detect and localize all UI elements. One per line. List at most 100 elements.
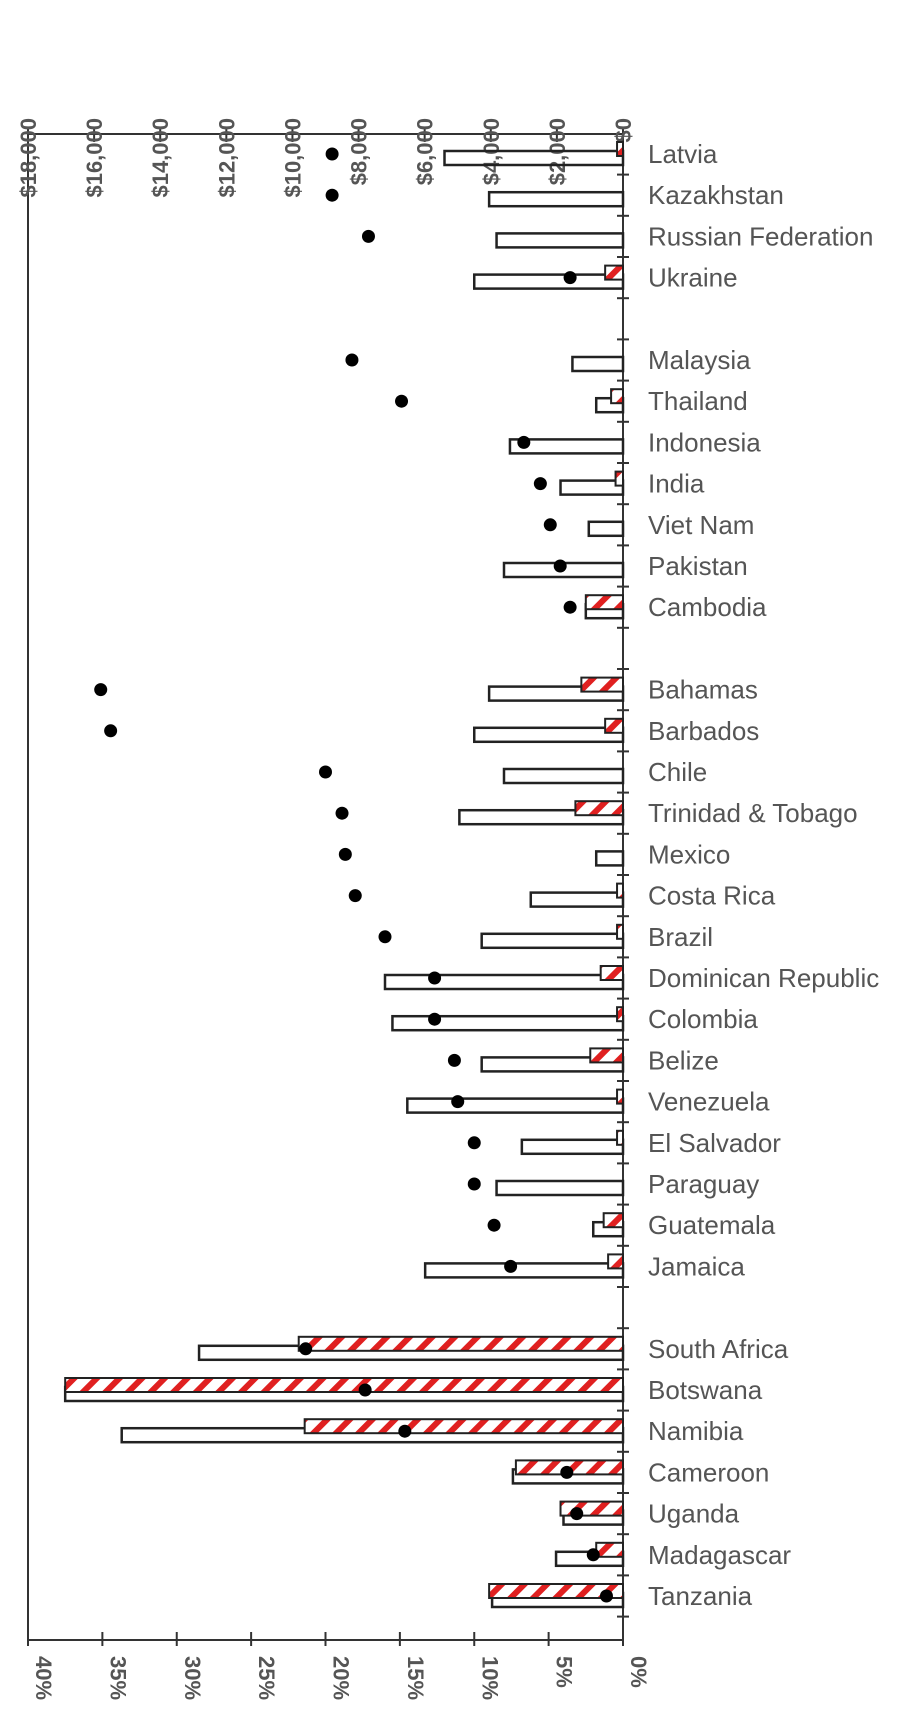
hatched-bar: [616, 1129, 624, 1146]
open-bar: [529, 891, 625, 908]
top-axis-tick-label: $12,000: [214, 118, 239, 198]
income-dot: [299, 1342, 313, 1356]
country-label: South Africa: [648, 1334, 789, 1364]
country-label: Cameroon: [648, 1457, 769, 1487]
bottom-axis-tick-label: 5%: [552, 1656, 577, 1688]
open-bar: [458, 808, 625, 826]
income-dot: [361, 229, 375, 243]
top-axis-tick-label: $16,000: [82, 118, 107, 198]
country-label: Trinidad & Tobago: [648, 798, 858, 828]
country-label: Bahamas: [648, 675, 758, 705]
income-dot: [447, 1053, 461, 1067]
hatched-bar: [616, 141, 624, 157]
hatched-bar: [604, 264, 625, 281]
hatched-bar: [610, 388, 624, 405]
country-label: Mexico: [648, 839, 730, 869]
hatched-bar: [607, 1253, 624, 1270]
open-bar: [520, 1138, 625, 1156]
hatched-bar: [616, 1088, 624, 1105]
country-label: Kazakhstan: [648, 180, 784, 210]
income-dot: [599, 1589, 613, 1603]
hatched-bar: [616, 923, 624, 940]
country-label: India: [648, 469, 705, 499]
hatched-bar: [303, 1418, 624, 1435]
open-bar: [423, 1262, 625, 1279]
country-label: Malaysia: [648, 345, 751, 375]
income-dot: [553, 559, 567, 573]
income-dot: [467, 1177, 481, 1191]
income-dot: [428, 971, 442, 985]
country-label: Viet Nam: [648, 510, 754, 540]
bottom-axis-tick-label: 30%: [180, 1656, 205, 1700]
income-dot: [94, 683, 108, 697]
open-bar: [480, 1056, 625, 1073]
income-dot: [348, 889, 362, 903]
open-bar: [406, 1097, 625, 1114]
hatched-bar: [595, 1541, 624, 1558]
country-label: Barbados: [648, 716, 759, 746]
open-bar: [508, 438, 625, 455]
country-label: Chile: [648, 757, 707, 787]
income-dot: [451, 1095, 465, 1109]
hatched-bar: [297, 1335, 624, 1352]
top-axis-tick-label: $18,000: [16, 118, 41, 198]
country-label: Botswana: [648, 1375, 763, 1405]
income-dot: [338, 847, 352, 861]
top-axis-tick-label: $0: [611, 118, 636, 142]
income-dot: [104, 724, 118, 738]
hatched-bar: [616, 882, 624, 899]
open-bar: [480, 932, 625, 950]
top-axis-tick-label: $14,000: [148, 118, 173, 198]
income-dot: [325, 188, 339, 202]
income-dot: [319, 765, 332, 779]
country-label: Thailand: [648, 386, 748, 416]
hatched-bar: [488, 1583, 624, 1599]
country-label: Costa Rica: [648, 881, 776, 911]
open-bar: [495, 232, 625, 249]
bottom-axis-tick-label: 40%: [31, 1656, 56, 1700]
open-bar: [443, 149, 625, 167]
open-bar: [594, 850, 625, 867]
country-label: Uganda: [648, 1499, 740, 1529]
bottom-axis-tick-label: 0%: [626, 1656, 651, 1688]
country-label: Indonesia: [648, 427, 761, 457]
top-axis-tick-label: $8,000: [347, 118, 372, 185]
hatched-bar: [589, 1047, 625, 1064]
top-axis-tick-label: $6,000: [413, 118, 438, 185]
income-dot: [335, 806, 349, 820]
hatched-bar: [604, 717, 625, 734]
hatched-bar: [574, 800, 625, 817]
income-dot: [395, 394, 409, 408]
open-bar: [594, 396, 625, 414]
income-dot: [345, 353, 359, 367]
income-dot: [543, 518, 557, 532]
country-label: Venezuela: [648, 1087, 770, 1117]
country-label: Tanzania: [648, 1581, 753, 1611]
top-axis-tick-label: $10,000: [280, 118, 305, 198]
open-bar: [571, 355, 625, 373]
hatched-bar: [616, 1006, 624, 1023]
bottom-axis-tick-label: 10%: [477, 1656, 502, 1700]
hatched-bar: [559, 1500, 625, 1517]
income-dot: [517, 435, 531, 449]
income-dot: [428, 1012, 442, 1026]
hatched-bar: [64, 1377, 624, 1393]
income-dot: [560, 1465, 574, 1479]
bottom-axis-tick-label: 15%: [403, 1656, 428, 1700]
open-bar: [559, 479, 625, 496]
open-bar: [587, 520, 625, 538]
open-bar: [473, 273, 625, 290]
country-label: Pakistan: [648, 551, 748, 581]
country-label: Ukraine: [648, 263, 738, 293]
country-label: Jamaica: [648, 1251, 745, 1281]
country-label: Namibia: [648, 1416, 744, 1446]
income-dot: [358, 1383, 372, 1397]
income-dot: [586, 1548, 600, 1562]
hatched-bar: [614, 470, 624, 487]
country-label: Brazil: [648, 922, 713, 952]
income-dot: [533, 477, 547, 491]
country-label: Guatemala: [648, 1210, 776, 1240]
country-label: El Salvador: [648, 1128, 781, 1158]
country-label: Latvia: [648, 139, 718, 169]
